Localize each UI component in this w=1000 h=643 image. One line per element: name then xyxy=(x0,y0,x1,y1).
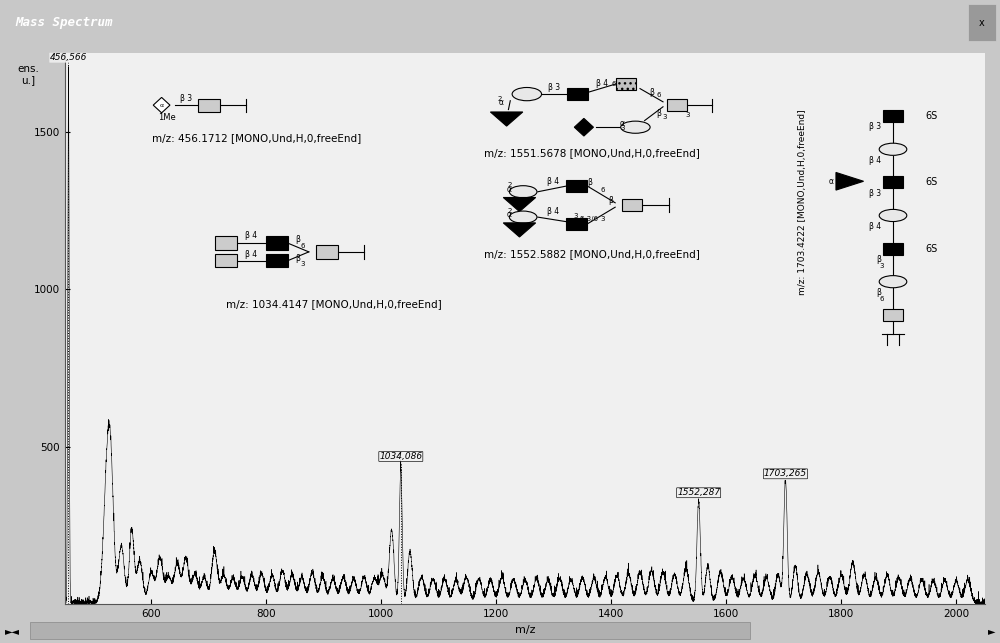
Polygon shape xyxy=(490,112,523,126)
FancyBboxPatch shape xyxy=(316,245,338,258)
FancyBboxPatch shape xyxy=(567,88,588,100)
Text: α: α xyxy=(507,185,512,194)
Polygon shape xyxy=(153,97,170,113)
Text: m/z: 1703.4222 [MONO,Und,H,0,freeEnd]: m/z: 1703.4222 [MONO,Und,H,0,freeEnd] xyxy=(798,110,807,296)
FancyBboxPatch shape xyxy=(883,242,903,255)
FancyBboxPatch shape xyxy=(616,78,636,90)
Text: 6: 6 xyxy=(600,186,605,192)
Text: β 3/6: β 3/6 xyxy=(580,216,598,222)
Text: 3: 3 xyxy=(600,216,605,222)
Text: β: β xyxy=(295,235,300,244)
Text: 3: 3 xyxy=(620,125,625,131)
Text: 6: 6 xyxy=(656,92,661,98)
Text: 2: 2 xyxy=(497,96,501,102)
Ellipse shape xyxy=(621,121,650,133)
FancyBboxPatch shape xyxy=(883,309,903,321)
Text: β: β xyxy=(876,255,881,264)
Ellipse shape xyxy=(509,186,537,198)
Text: 3: 3 xyxy=(686,112,690,118)
Text: β 4: β 4 xyxy=(596,78,608,87)
Text: β: β xyxy=(650,89,654,98)
Polygon shape xyxy=(574,118,593,136)
Text: α: α xyxy=(507,210,512,219)
Text: β: β xyxy=(608,196,613,205)
Ellipse shape xyxy=(879,210,907,222)
Text: β 3: β 3 xyxy=(180,94,193,103)
Text: α: α xyxy=(499,98,504,107)
Text: β 3: β 3 xyxy=(869,122,881,131)
Text: 1703,265: 1703,265 xyxy=(764,469,807,478)
Text: 6: 6 xyxy=(880,296,884,302)
Text: 3: 3 xyxy=(880,263,884,269)
Text: m/z: 1034.4147 [MONO,Und,H,0,freeEnd]: m/z: 1034.4147 [MONO,Und,H,0,freeEnd] xyxy=(226,299,442,309)
Text: β 4: β 4 xyxy=(547,207,559,216)
FancyBboxPatch shape xyxy=(215,237,237,249)
FancyBboxPatch shape xyxy=(622,199,642,211)
FancyBboxPatch shape xyxy=(667,99,687,111)
FancyBboxPatch shape xyxy=(266,254,288,267)
Text: ►: ► xyxy=(988,626,995,636)
Polygon shape xyxy=(836,172,864,190)
Text: 3: 3 xyxy=(300,261,305,267)
FancyBboxPatch shape xyxy=(266,237,288,249)
Text: β: β xyxy=(295,254,300,263)
Text: Mass Spectrum: Mass Spectrum xyxy=(15,16,112,29)
Text: m/z: 456.1712 [MONO,Und,H,0,freeEnd]: m/z: 456.1712 [MONO,Und,H,0,freeEnd] xyxy=(152,133,362,143)
FancyBboxPatch shape xyxy=(198,98,220,112)
Text: m/z: 1551.5678 [MONO,Und,H,0,freeEnd]: m/z: 1551.5678 [MONO,Und,H,0,freeEnd] xyxy=(484,148,699,158)
Text: β 3: β 3 xyxy=(869,189,881,198)
FancyBboxPatch shape xyxy=(566,218,587,230)
Text: β: β xyxy=(876,288,881,297)
Bar xyxy=(30,622,750,639)
Text: 2: 2 xyxy=(507,182,512,188)
Text: 6: 6 xyxy=(611,81,616,87)
Text: β 4: β 4 xyxy=(245,231,257,240)
Text: 6: 6 xyxy=(300,243,305,249)
Text: β: β xyxy=(587,178,592,187)
Ellipse shape xyxy=(509,211,537,223)
Text: 456,566: 456,566 xyxy=(50,53,87,62)
FancyBboxPatch shape xyxy=(215,254,237,267)
Text: β 4: β 4 xyxy=(245,249,257,258)
Text: β 4: β 4 xyxy=(869,222,881,231)
Ellipse shape xyxy=(512,87,542,101)
Text: ►◄: ►◄ xyxy=(5,626,20,636)
Text: 1034,086: 1034,086 xyxy=(379,452,422,461)
Text: x: x xyxy=(979,17,985,28)
FancyBboxPatch shape xyxy=(566,180,587,192)
Text: β: β xyxy=(656,109,661,118)
FancyBboxPatch shape xyxy=(883,176,903,188)
Text: 6S: 6S xyxy=(925,244,937,253)
Text: 6S: 6S xyxy=(925,111,937,121)
Text: 1552,287: 1552,287 xyxy=(677,488,720,497)
Y-axis label: ens.
u.]: ens. u.] xyxy=(17,64,39,86)
Text: β 4: β 4 xyxy=(547,177,559,186)
Ellipse shape xyxy=(879,276,907,288)
Text: α: α xyxy=(160,103,164,107)
Text: 1Me: 1Me xyxy=(158,113,176,122)
X-axis label: m/z: m/z xyxy=(515,625,535,635)
Text: 3: 3 xyxy=(573,213,578,219)
Polygon shape xyxy=(503,197,536,212)
Text: β 4: β 4 xyxy=(869,156,881,165)
Text: 3: 3 xyxy=(663,114,667,120)
Text: α: α xyxy=(829,177,834,186)
FancyBboxPatch shape xyxy=(968,4,996,41)
Polygon shape xyxy=(503,223,536,237)
Text: α: α xyxy=(620,119,625,128)
Ellipse shape xyxy=(879,143,907,156)
FancyBboxPatch shape xyxy=(883,110,903,122)
Text: 2: 2 xyxy=(507,208,512,214)
Text: β 3: β 3 xyxy=(548,83,561,92)
Text: m/z: 1552.5882 [MONO,Und,H,0,freeEnd]: m/z: 1552.5882 [MONO,Und,H,0,freeEnd] xyxy=(484,249,699,259)
Text: 6S: 6S xyxy=(925,177,937,187)
Text: α: α xyxy=(573,217,578,226)
